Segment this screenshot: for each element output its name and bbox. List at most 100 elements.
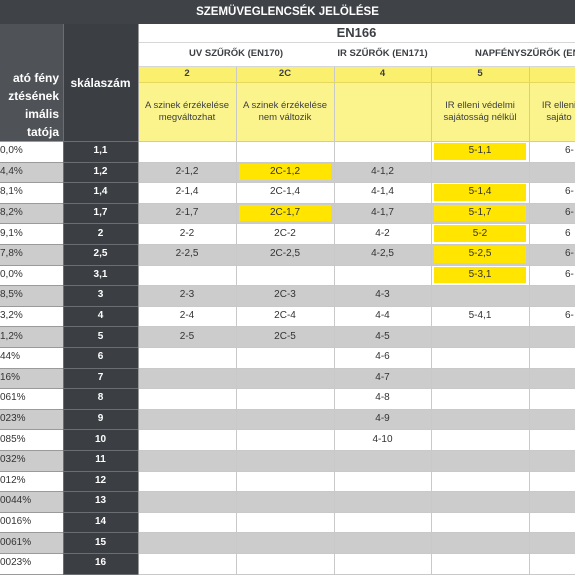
marking-cell xyxy=(529,367,575,389)
scale-number-cell: 3 xyxy=(63,285,138,306)
marking-cell xyxy=(138,553,236,574)
marking-cell: 4-1,4 xyxy=(334,182,431,203)
marking-cell: 5-1,4 xyxy=(431,182,529,203)
grid-line xyxy=(0,409,63,410)
transmittance-cell: 012% xyxy=(0,470,63,492)
marking-cell xyxy=(236,264,334,286)
grid-line xyxy=(138,82,575,83)
grid-line xyxy=(63,306,138,307)
transmittance-cell: 8,5% xyxy=(0,285,63,306)
marking-cell xyxy=(431,285,529,306)
scale-number-cell: 1,4 xyxy=(63,182,138,203)
transmittance-header-line: imális xyxy=(24,107,59,121)
grid-line xyxy=(63,450,138,451)
grid-line xyxy=(63,24,64,575)
marking-cell: 6- xyxy=(529,264,575,286)
transmittance-cell: 1,2% xyxy=(0,326,63,347)
grid-line xyxy=(138,450,575,451)
transmittance-header-line: ató fény xyxy=(12,71,59,85)
scale-number-header: skálaszám xyxy=(63,24,138,141)
marking-cell xyxy=(138,408,236,430)
marking-cell xyxy=(334,511,431,533)
marking-cell: 2-2,5 xyxy=(138,244,236,265)
marking-cell xyxy=(529,285,575,306)
column-description: A szinek érzékelése megváltozhat xyxy=(138,82,236,141)
marking-cell xyxy=(529,491,575,512)
scale-number-cell: 11 xyxy=(63,450,138,471)
grid-line xyxy=(0,203,63,204)
marking-cell: 2-5 xyxy=(138,326,236,347)
marking-cell xyxy=(431,367,529,389)
grid-line xyxy=(138,285,575,286)
transmittance-header: ató fény ztésének imális tatója xyxy=(0,24,63,141)
transmittance-cell: 16% xyxy=(0,367,63,389)
marking-cell xyxy=(334,553,431,574)
grid-line xyxy=(138,532,575,533)
marking-cell: 4-5 xyxy=(334,326,431,347)
grid-line xyxy=(63,368,138,369)
marking-cell: 6- xyxy=(529,182,575,203)
marking-cell: 5-2 xyxy=(431,223,529,244)
grid-line xyxy=(0,326,63,327)
marking-cell xyxy=(334,264,431,286)
marking-cell xyxy=(431,388,529,409)
grid-line xyxy=(138,388,575,389)
transmittance-cell: 3,2% xyxy=(0,305,63,327)
marking-cell xyxy=(529,553,575,574)
marking-cell xyxy=(138,141,236,162)
grid-line xyxy=(0,429,63,430)
transmittance-cell: 4,4% xyxy=(0,161,63,183)
marking-cell xyxy=(138,450,236,471)
marking-cell xyxy=(529,388,575,409)
column-description xyxy=(334,82,431,141)
grid-line xyxy=(138,306,575,307)
marking-cell: 5-4,1 xyxy=(431,305,529,327)
scale-number-cell: 3,1 xyxy=(63,264,138,286)
marking-cell: 6- xyxy=(529,202,575,224)
grid-line xyxy=(138,162,575,163)
scale-number-cell: 14 xyxy=(63,511,138,533)
scale-number-cell: 1,2 xyxy=(63,161,138,183)
grid-line xyxy=(63,347,138,348)
grid-line xyxy=(63,244,138,245)
transmittance-cell: 7,8% xyxy=(0,244,63,265)
marking-cell xyxy=(529,408,575,430)
marking-cell xyxy=(529,161,575,183)
grid-line xyxy=(529,66,530,575)
transmittance-cell: 061% xyxy=(0,388,63,409)
grid-line xyxy=(0,450,63,451)
grid-line xyxy=(138,141,575,142)
marking-cell: 4-8 xyxy=(334,388,431,409)
marking-cell: 2C-1,7 xyxy=(236,202,334,224)
marking-cell xyxy=(431,408,529,430)
grid-line xyxy=(138,491,575,492)
marking-cell xyxy=(529,470,575,492)
marking-cell xyxy=(138,491,236,512)
marking-cell: 4-3 xyxy=(334,285,431,306)
group-header-sun: NAPFÉNYSZŰRŐK (EN xyxy=(431,42,575,66)
grid-line xyxy=(63,429,138,430)
grid-line xyxy=(0,347,63,348)
grid-line xyxy=(63,553,138,554)
marking-cell: 4-2,5 xyxy=(334,244,431,265)
marking-cell xyxy=(431,553,529,574)
marking-cell xyxy=(529,326,575,347)
grid-line xyxy=(138,368,575,369)
grid-line xyxy=(0,141,63,142)
grid-line xyxy=(63,471,138,472)
transmittance-cell: 0,0% xyxy=(0,141,63,162)
transmittance-header-line: tatója xyxy=(26,125,59,139)
scale-number-cell: 1,1 xyxy=(63,141,138,162)
marking-cell xyxy=(236,553,334,574)
scale-number-cell: 2 xyxy=(63,223,138,244)
marking-cell: 2C-2,5 xyxy=(236,244,334,265)
marking-cell: 2C-2 xyxy=(236,223,334,244)
grid-line xyxy=(63,326,138,327)
transmittance-cell: 032% xyxy=(0,450,63,471)
marking-cell xyxy=(138,429,236,450)
grid-line xyxy=(138,471,575,472)
scale-number-cell: 8 xyxy=(63,388,138,409)
scale-number-cell: 10 xyxy=(63,429,138,450)
grid-line xyxy=(138,182,575,183)
